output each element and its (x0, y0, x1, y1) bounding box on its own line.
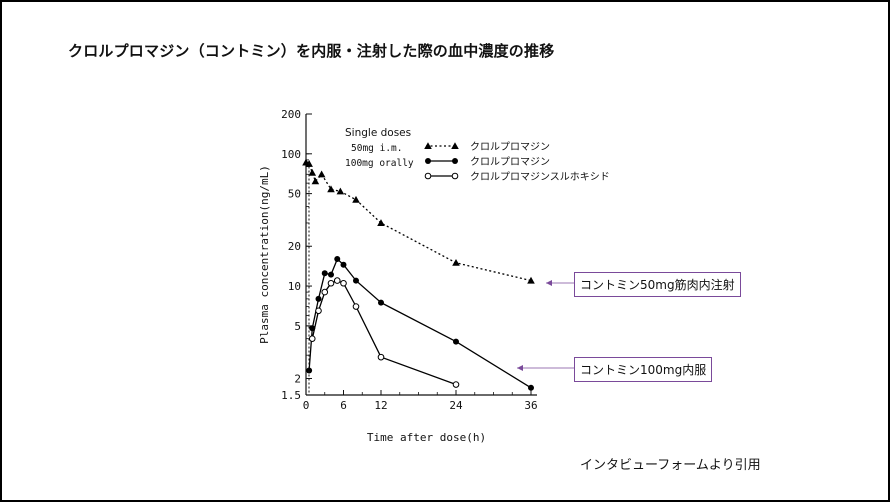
source-note: インタビューフォームより引用 (580, 458, 761, 473)
y-axis-label: Plasma concentration(ng/mL) (258, 165, 271, 344)
data-point-open-circle (424, 172, 432, 180)
series-2 (306, 256, 534, 391)
x-tick-label: 36 (524, 399, 537, 412)
data-point-filled-circle (353, 277, 359, 284)
data-point-triangle (308, 168, 317, 176)
series-line (311, 279, 457, 386)
legend-label: クロルプロマジン (470, 156, 550, 168)
data-point-open-circle (452, 381, 460, 388)
data-point-triangle (317, 170, 326, 178)
series-line (308, 257, 532, 389)
legend-label: クロルプロマジン (470, 141, 550, 153)
y-tick-label: 100 (281, 148, 301, 161)
data-point-filled-circle (321, 270, 328, 277)
data-point-filled-circle (452, 158, 458, 164)
data-point-triangle (377, 219, 385, 226)
y-tick-label: 20 (288, 240, 301, 253)
data-point-triangle (424, 142, 432, 150)
data-point-triangle (352, 195, 360, 203)
series-1 (302, 158, 535, 284)
data-point-filled-circle (425, 158, 431, 164)
data-point-filled-circle (306, 367, 313, 374)
data-point-filled-circle (528, 384, 534, 391)
data-point-open-circle (352, 303, 360, 310)
legend-note: 100mg orally (345, 158, 414, 169)
data-point-filled-circle (378, 299, 384, 306)
chart-axes: 1.5 2 5 10 20 50 100 200 0 6 12 24 36 Time after dose… (258, 108, 538, 444)
arrow-head (546, 280, 552, 286)
data-point-triangle (336, 187, 345, 195)
y-tick-label: 200 (281, 108, 301, 121)
data-point-triangle (527, 276, 535, 284)
arrow-head (517, 365, 523, 371)
y-tick-label: 1.5 (281, 389, 301, 402)
series-line (305, 161, 532, 282)
legend-label: クロルプロマジンスルホキシド (470, 171, 610, 183)
data-point-triangle (311, 177, 320, 185)
x-tick-label: 12 (374, 399, 387, 412)
y-tick-label: 2 (294, 372, 301, 385)
x-tick-label: 24 (449, 399, 463, 412)
y-tick-label: 5 (294, 320, 301, 333)
data-point-open-circle (308, 335, 316, 342)
chart-series (302, 158, 535, 395)
data-point-open-circle (321, 288, 329, 296)
chart-legend: Single doses 50mg i.m. 100mg orally クロルプロマジ… (345, 127, 610, 183)
callout-im-injection: コントミン50mg筋肉内注射 (574, 272, 741, 297)
data-point-open-circle (315, 307, 322, 315)
x-tick-label: 0 (303, 399, 310, 412)
data-point-open-circle (333, 277, 341, 284)
y-tick-label: 10 (288, 280, 301, 293)
data-point-filled-circle (340, 261, 347, 268)
series-3 (308, 277, 460, 388)
legend-note: 50mg i.m. (351, 143, 402, 154)
data-point-open-circle (451, 172, 459, 180)
data-point-filled-circle (328, 271, 334, 278)
x-axis-label: Time after dose(h) (367, 431, 486, 444)
data-point-open-circle (327, 279, 335, 287)
data-point-triangle (451, 142, 459, 150)
data-point-triangle (327, 185, 335, 193)
callout-oral-dose: コントミン100mg内服 (574, 357, 713, 382)
data-point-open-circle (377, 353, 385, 361)
callout-arrows (517, 280, 574, 371)
data-point-filled-circle (334, 256, 341, 263)
page-title: クロルプロマジン（コントミン）を内服・注射した際の血中濃度の推移 (68, 42, 555, 60)
data-point-filled-circle (315, 295, 322, 302)
data-point-open-circle (340, 279, 347, 287)
data-point-triangle (452, 258, 460, 266)
x-tick-label: 6 (340, 399, 347, 412)
y-tick-label: 50 (288, 188, 301, 201)
data-point-filled-circle (453, 338, 459, 345)
legend-title: Single doses (345, 127, 411, 139)
